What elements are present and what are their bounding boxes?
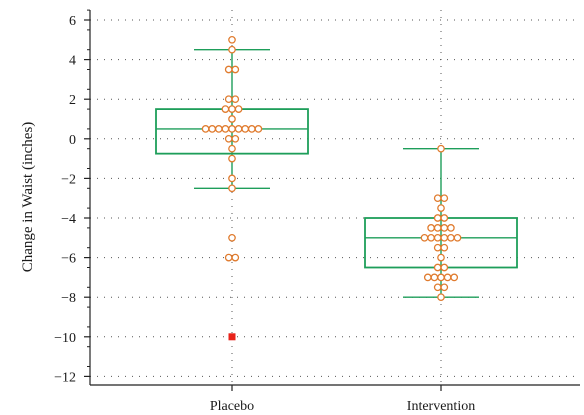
data-point [228,45,236,54]
y-tick-label: −8 [61,291,76,306]
data-point [447,224,455,232]
y-tick-label: −2 [61,172,76,187]
data-point [447,233,455,242]
data-point [224,95,233,104]
data-point [224,253,233,262]
data-point [228,233,236,242]
data-point [214,125,223,133]
data-point [228,115,236,123]
data-point [440,194,449,203]
x-tick-label: Intervention [407,399,475,414]
data-point [231,134,240,143]
data-point [254,125,263,133]
data-point [221,105,230,113]
data-point [433,283,442,292]
data-point [427,224,435,232]
y-ticks: 6 4 2 0 −2 −4 −6 −8 −10 −12 [54,9,90,385]
data-point [433,194,442,203]
data-point [440,224,449,232]
x-tick-label: Placebo [210,399,254,414]
data-point [228,174,236,183]
data-point [440,214,449,222]
data-point [228,105,236,113]
y-tick-label: 4 [69,54,76,69]
data-point [433,263,442,272]
data-point [241,125,250,133]
data-point [228,125,236,133]
y-tick-label: −4 [61,212,76,227]
data-point [228,184,236,193]
data-point [247,125,256,133]
y-tick-label: −12 [54,370,76,385]
data-point [228,35,236,44]
y-axis-title: Change in Waist (inches) [20,122,36,273]
data-point [437,144,445,153]
data-point [437,204,445,212]
data-point [450,273,459,282]
data-point [208,125,217,133]
data-point [433,233,442,242]
grid [90,10,580,385]
data-point [231,95,240,104]
data-point [437,273,445,282]
data-point [453,233,462,242]
data-point [430,273,439,282]
data-point [437,253,445,262]
data-point [433,224,442,232]
data-point [221,125,230,133]
data-point [201,125,210,133]
y-tick-label: 2 [69,93,76,108]
data-point [440,283,449,292]
axes [89,10,580,386]
data-point [234,105,243,113]
boxes [155,49,518,298]
y-tick-label: 0 [69,133,76,148]
data-points [201,35,462,341]
data-point [231,65,240,74]
data-point [427,233,435,242]
data-point [440,243,449,252]
data-point [433,214,442,222]
data-point [234,125,243,133]
data-point [423,273,432,282]
data-point [440,233,449,242]
data-point [443,273,452,282]
data-point [420,233,429,242]
y-tick-label: 6 [69,14,76,29]
data-point [440,263,449,272]
outlier-point [228,333,236,341]
y-tick-label: −10 [54,331,76,346]
data-point [231,253,240,262]
data-point [224,65,233,74]
data-point [433,243,442,252]
data-point [228,154,236,163]
data-point [437,293,445,302]
y-tick-label: −6 [61,252,76,267]
data-point [228,144,236,153]
x-ticks: Placebo Intervention [210,385,475,414]
data-point [224,134,233,143]
